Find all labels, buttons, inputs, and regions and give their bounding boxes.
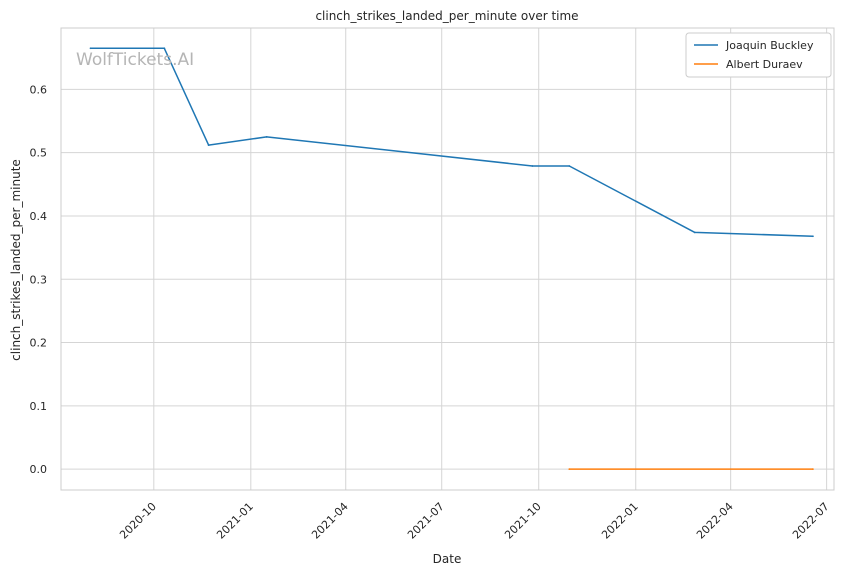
y-tick-label: 0.6 bbox=[30, 83, 48, 96]
data-point-joaquin-buckley bbox=[265, 135, 268, 138]
data-point-joaquin-buckley bbox=[89, 47, 92, 50]
legend-label-joaquin-buckley: Joaquin Buckley bbox=[725, 39, 814, 52]
legend-label-albert-duraev: Albert Duraev bbox=[726, 58, 803, 71]
y-tick-label: 0.2 bbox=[30, 337, 48, 350]
data-point-albert-duraev bbox=[812, 468, 814, 471]
data-point-joaquin-buckley bbox=[207, 144, 210, 146]
y-tick-label: 0.0 bbox=[30, 463, 48, 476]
data-point-joaquin-buckley bbox=[568, 165, 571, 167]
data-point-joaquin-buckley bbox=[163, 47, 166, 50]
legend: Joaquin Buckley Albert Duraev bbox=[685, 32, 832, 78]
y-axis-label: clinch_strikes_landed_per_minute bbox=[9, 159, 23, 361]
data-point-joaquin-buckley bbox=[693, 231, 696, 234]
y-tick-label: 0.1 bbox=[30, 400, 48, 413]
y-tick-label: 0.3 bbox=[30, 273, 48, 286]
chart-title: clinch_strikes_landed_per_minute over ti… bbox=[315, 9, 578, 23]
y-tick-label: 0.4 bbox=[30, 210, 48, 223]
grid-lines bbox=[61, 28, 834, 490]
x-axis-label: Date bbox=[433, 552, 462, 566]
series-line-joaquin-buckley bbox=[90, 47, 813, 237]
series-lines bbox=[89, 47, 814, 471]
data-point-joaquin-buckley bbox=[812, 235, 814, 238]
plot-area-frame bbox=[60, 27, 835, 491]
watermark-text: WolfTickets.AI bbox=[76, 50, 194, 70]
data-point-joaquin-buckley bbox=[531, 165, 534, 167]
data-point-albert-duraev bbox=[568, 468, 571, 471]
y-tick-label: 0.5 bbox=[30, 147, 48, 160]
legend-box bbox=[685, 32, 832, 78]
